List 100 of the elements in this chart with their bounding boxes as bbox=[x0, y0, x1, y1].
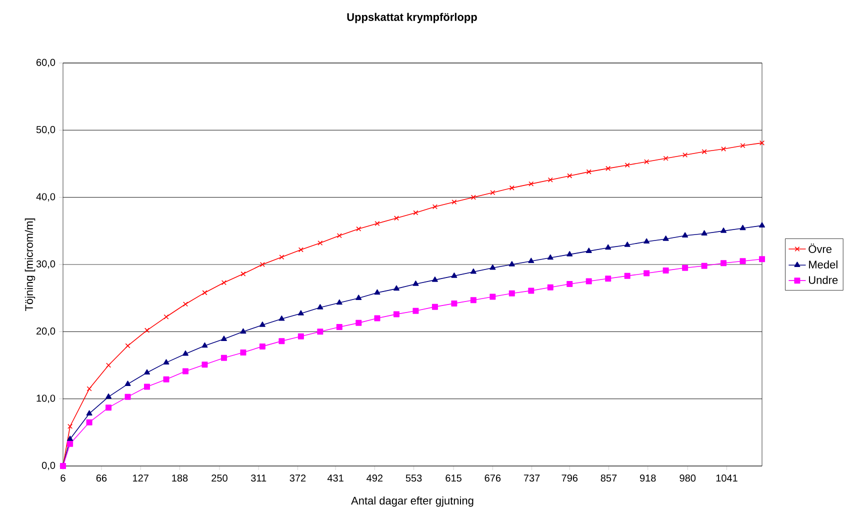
point bbox=[528, 288, 534, 294]
point bbox=[644, 270, 650, 276]
point bbox=[413, 210, 418, 216]
point bbox=[701, 262, 708, 269]
y-tick-label: 10,0 bbox=[36, 394, 56, 403]
x-tick-label: 796 bbox=[562, 474, 578, 482]
point bbox=[759, 256, 766, 262]
point bbox=[86, 419, 92, 426]
point bbox=[356, 320, 362, 326]
point bbox=[68, 424, 73, 429]
point bbox=[298, 310, 304, 316]
point bbox=[374, 289, 380, 295]
point bbox=[759, 140, 765, 146]
point bbox=[528, 258, 534, 264]
x-tick-label: 431 bbox=[327, 474, 344, 482]
point bbox=[393, 311, 400, 318]
point bbox=[567, 173, 572, 178]
point bbox=[86, 386, 92, 392]
point bbox=[508, 261, 515, 266]
x-tick-label: 66 bbox=[96, 474, 107, 482]
point bbox=[644, 159, 650, 164]
point bbox=[547, 254, 554, 260]
y-tick-label: 30,0 bbox=[36, 260, 56, 269]
x-tick-label: 615 bbox=[446, 474, 462, 482]
point bbox=[259, 322, 266, 327]
point bbox=[759, 222, 766, 228]
point bbox=[67, 436, 74, 442]
point bbox=[490, 190, 496, 196]
y-tick-label: 50,0 bbox=[36, 126, 56, 134]
y-tick-label: 60,0 bbox=[36, 58, 56, 68]
x-tick-label: 918 bbox=[640, 474, 656, 482]
point bbox=[260, 262, 265, 268]
point bbox=[298, 247, 304, 252]
point bbox=[740, 224, 746, 230]
point bbox=[606, 166, 611, 171]
point bbox=[220, 336, 227, 341]
y-tick-label: 20,0 bbox=[36, 328, 56, 336]
point bbox=[317, 304, 324, 310]
point bbox=[586, 248, 592, 253]
x-tick-label: 127 bbox=[133, 474, 148, 482]
point bbox=[682, 232, 688, 238]
point bbox=[721, 146, 726, 152]
point bbox=[317, 328, 324, 335]
point bbox=[452, 200, 457, 205]
x-tick-label: 857 bbox=[600, 474, 617, 482]
point bbox=[662, 268, 669, 274]
x-tick-label: 980 bbox=[680, 474, 696, 482]
point bbox=[720, 260, 727, 266]
point bbox=[451, 300, 458, 306]
point bbox=[240, 349, 246, 356]
point bbox=[605, 244, 612, 250]
point bbox=[182, 302, 188, 307]
x-tick-label: 676 bbox=[484, 474, 501, 482]
point bbox=[662, 236, 669, 241]
point bbox=[259, 343, 266, 350]
point bbox=[298, 333, 304, 340]
point bbox=[220, 354, 227, 361]
point bbox=[356, 226, 362, 232]
y-tick-label: 0,0 bbox=[42, 462, 56, 470]
x-tick-label: 250 bbox=[212, 474, 228, 482]
x-tick-label: 492 bbox=[366, 474, 383, 482]
point bbox=[356, 294, 362, 300]
point bbox=[221, 280, 226, 286]
point bbox=[67, 440, 74, 447]
point bbox=[624, 242, 630, 247]
point bbox=[509, 185, 514, 190]
point bbox=[412, 280, 419, 286]
point bbox=[374, 221, 380, 226]
point bbox=[336, 324, 342, 330]
point bbox=[182, 368, 188, 374]
point bbox=[470, 194, 476, 200]
point bbox=[163, 359, 170, 364]
y-axis-title: Töjning [microm/m] bbox=[24, 218, 36, 312]
point bbox=[336, 299, 342, 305]
point bbox=[240, 328, 246, 334]
point bbox=[278, 338, 285, 344]
point bbox=[106, 393, 112, 399]
point bbox=[374, 315, 380, 322]
point bbox=[336, 233, 342, 238]
legend-label: Undre bbox=[809, 276, 838, 284]
point bbox=[451, 272, 458, 278]
chart-title: Uppskattat krympförlopp bbox=[347, 12, 477, 24]
x-tick-label: 1041 bbox=[716, 474, 738, 482]
point bbox=[412, 308, 419, 314]
x-tick-label: 188 bbox=[172, 474, 188, 482]
x-tick-label: 372 bbox=[290, 474, 306, 482]
point bbox=[566, 280, 573, 287]
point bbox=[202, 342, 208, 348]
point bbox=[548, 177, 553, 182]
point bbox=[240, 271, 246, 276]
point bbox=[124, 380, 131, 386]
point bbox=[682, 264, 688, 271]
point bbox=[279, 254, 284, 260]
point bbox=[202, 290, 208, 296]
point bbox=[605, 276, 612, 282]
point bbox=[164, 314, 169, 320]
x-tick-label: 311 bbox=[251, 474, 266, 482]
point bbox=[318, 240, 323, 246]
point bbox=[106, 404, 112, 411]
point bbox=[86, 410, 92, 416]
